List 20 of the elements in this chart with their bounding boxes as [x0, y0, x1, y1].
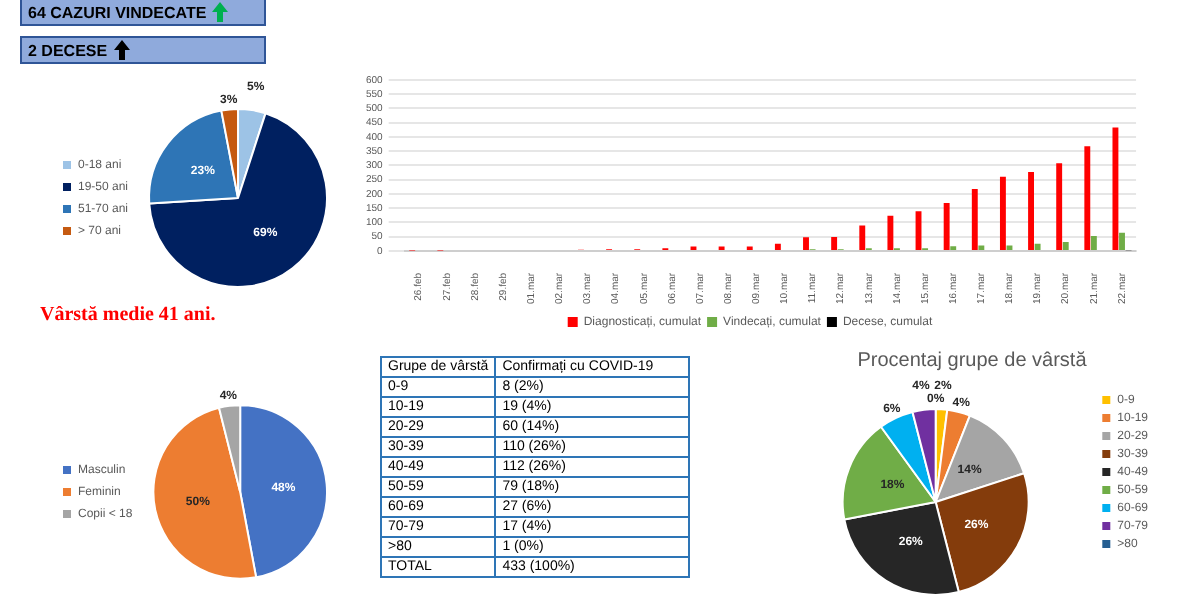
- bar: [774, 243, 781, 250]
- bar: [943, 203, 950, 250]
- bar: [1056, 163, 1063, 250]
- bar: [803, 237, 809, 250]
- bar: [1119, 232, 1125, 250]
- bar: [1090, 236, 1097, 250]
- bar: [1028, 171, 1034, 250]
- bar: [999, 176, 1006, 250]
- bar: [859, 225, 866, 250]
- bar: [831, 236, 838, 250]
- bar: [1034, 243, 1041, 250]
- bar: [1112, 127, 1119, 250]
- bar: [1062, 242, 1069, 250]
- text: 64 CAZURI VINDECATE: [28, 3, 207, 21]
- text: Vârstă medie 41 ani.: [40, 304, 218, 326]
- text: 2 DECESE: [28, 41, 108, 59]
- bar: [1084, 146, 1091, 250]
- bar: [971, 189, 978, 250]
- chart-title: Procentaj grupe de vârstă: [857, 349, 1088, 372]
- bar: [887, 215, 894, 250]
